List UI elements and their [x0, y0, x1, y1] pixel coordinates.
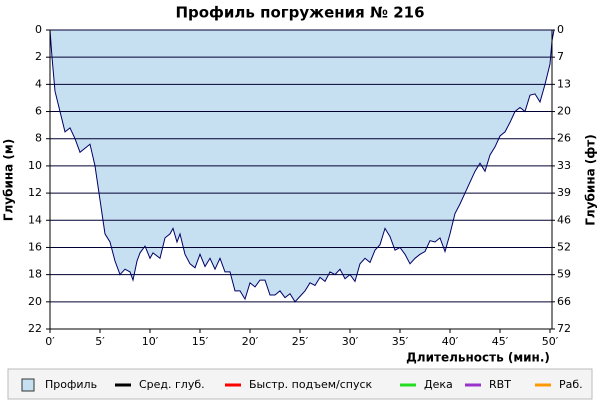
y2-tick-label: 66 [557, 295, 571, 308]
y-tick-label: 12 [28, 186, 42, 199]
x-tick-label: 45′ [492, 335, 509, 348]
y2-tick-label: 59 [557, 268, 571, 281]
legend-label: RBT [489, 378, 511, 391]
legend-label: Быстр. подъем/спуск [249, 378, 373, 391]
y-tick-label: 18 [28, 268, 42, 281]
y2-tick-label: 33 [557, 159, 571, 172]
y-tick-label: 16 [28, 240, 42, 253]
y-tick-label: 14 [28, 213, 42, 226]
x-tick-label: 50′ [542, 335, 559, 348]
x-tick-label: 10′ [142, 335, 159, 348]
x-tick-label: 20′ [242, 335, 259, 348]
y2-tick-label: 0 [557, 23, 564, 36]
x-tick-label: 15′ [192, 335, 209, 348]
y-tick-label: 20 [28, 295, 42, 308]
legend-swatch [21, 378, 35, 392]
y2-tick-label: 46 [557, 213, 571, 226]
y-tick-label: 22 [28, 322, 42, 335]
y2-tick-label: 39 [557, 186, 571, 199]
x-tick-label: 30′ [342, 335, 359, 348]
chart-title: Профиль погружения № 216 [175, 4, 424, 22]
profile-line [49, 29, 555, 303]
x-tick-label: 40′ [442, 335, 459, 348]
y-axis-label: Глубина (м) [2, 139, 16, 221]
x-axis-label: Длительность (мин.) [406, 351, 550, 365]
y2-tick-label: 26 [557, 132, 571, 145]
y-tick-label: 6 [35, 105, 42, 118]
y-tick-label: 2 [35, 50, 42, 63]
y2-tick-label: 72 [557, 322, 571, 335]
y2-tick-label: 13 [557, 77, 571, 90]
x-tick-label: 5′ [95, 335, 105, 348]
legend-label: Сред. глуб. [139, 378, 205, 391]
legend-label: Дека [424, 378, 453, 391]
y-tick-label: 0 [35, 23, 42, 36]
y2-tick-label: 52 [557, 240, 571, 253]
y-tick-label: 10 [28, 159, 42, 172]
x-tick-label: 35′ [392, 335, 409, 348]
legend-box [7, 368, 593, 400]
y-tick-label: 4 [35, 77, 42, 90]
legend-label: Профиль [45, 378, 97, 391]
legend-label: Раб. [559, 378, 583, 391]
x-tick-label: 0′ [45, 335, 55, 348]
x-tick-label: 25′ [292, 335, 309, 348]
y2-axis-label: Глубина (фт) [584, 134, 598, 225]
y2-tick-label: 7 [557, 50, 564, 63]
y-tick-label: 8 [35, 132, 42, 145]
y2-tick-label: 20 [557, 105, 571, 118]
